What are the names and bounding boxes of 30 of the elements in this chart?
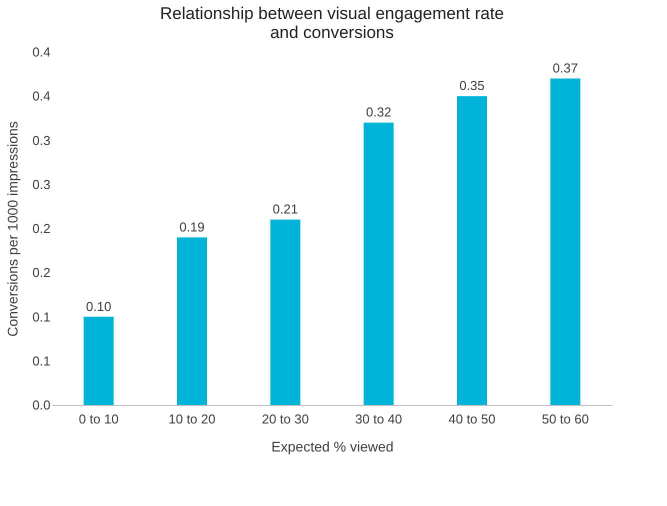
y-tick-label: 0.3 — [32, 132, 50, 148]
x-tick-label: 20 to 30 — [262, 412, 309, 426]
y-tick-label: 0.4 — [32, 44, 50, 60]
y-axis-title: Conversions per 1000 impressions — [4, 121, 20, 337]
data-label: 0.21 — [272, 202, 298, 217]
x-tick-label: 30 to 40 — [355, 412, 402, 426]
bar — [364, 122, 394, 405]
bar — [550, 78, 580, 405]
x-tick-label: 40 to 50 — [448, 412, 496, 426]
y-tick-label: 0.2 — [32, 221, 50, 236]
data-label: 0.19 — [179, 219, 205, 234]
data-label: 0.10 — [86, 298, 112, 314]
x-tick-label: 10 to 20 — [168, 412, 216, 426]
data-label: 0.35 — [459, 78, 485, 94]
y-tick-label: 0.3 — [32, 176, 50, 192]
y-tick-label: 0.4 — [32, 88, 50, 104]
x-axis-title: Expected % viewed — [271, 438, 394, 454]
data-label: 0.37 — [552, 60, 578, 76]
y-tick-label: 0.2 — [32, 265, 50, 280]
bar — [177, 237, 207, 405]
y-tick-label: 0.1 — [32, 353, 50, 368]
x-tick-label: 0 to 10 — [78, 412, 119, 426]
data-label: 0.32 — [366, 104, 392, 120]
y-tick-label: 0.0 — [32, 398, 50, 412]
bar — [270, 220, 300, 405]
x-tick-label: 50 to 60 — [542, 412, 589, 426]
chart-title: Relationship between visual engagement rate and conversions — [160, 4, 504, 42]
bar — [84, 316, 114, 405]
y-tick-label: 0.1 — [32, 309, 50, 324]
bar — [457, 96, 487, 405]
